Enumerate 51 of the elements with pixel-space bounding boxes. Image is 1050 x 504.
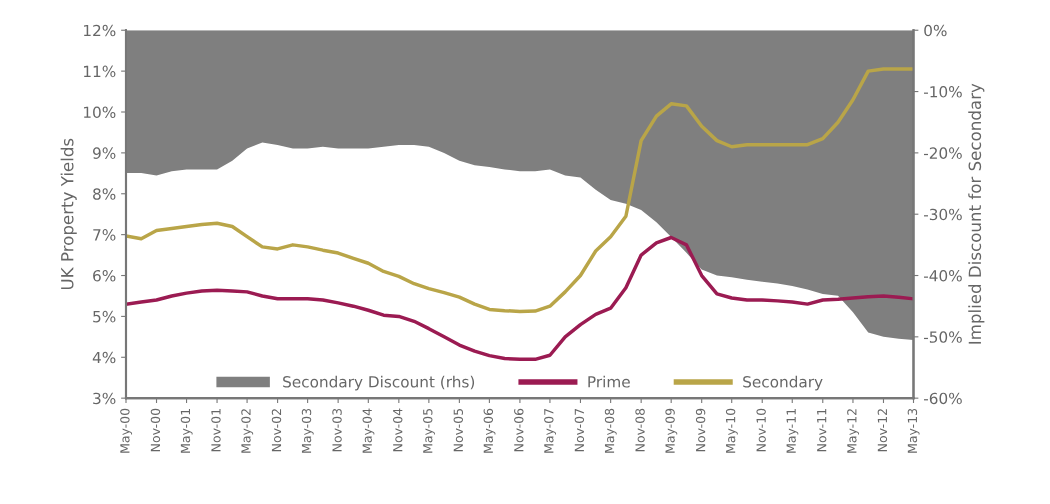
x-tick-label: Nov-00	[150, 408, 161, 452]
y-tick-label: 12%	[84, 24, 116, 37]
x-tick-label: May-01	[180, 409, 193, 453]
y-tick-label: 7%	[93, 229, 116, 241]
line-series	[126, 67, 914, 314]
y2-tick-label: -20%	[923, 147, 962, 159]
y2-tick-label: -40%	[923, 269, 962, 282]
legend-label: Secondary	[743, 375, 823, 391]
x-tick-label: Nov-02	[271, 409, 282, 452]
x-tick-label: Nov-05	[453, 408, 463, 452]
y2-axis-title: Implied Discount for Secondary	[968, 83, 985, 344]
x-tick-label: Nov-09	[695, 408, 706, 452]
x-tick-label: Nov-12	[877, 409, 888, 452]
y-tick-label: 8%	[93, 188, 116, 200]
legend-label: Prime	[588, 375, 630, 388]
x-tick-label: Nov-07	[574, 408, 585, 452]
y-tick-label: 5%	[93, 310, 116, 323]
legend-label: Secondary Discount (rhs)	[283, 375, 475, 391]
x-tick-label: May-04	[362, 408, 375, 453]
y-tick-label: 10%	[84, 106, 116, 119]
y-axis-title: UK Property Yields	[60, 138, 77, 290]
y-tick-label: 4%	[92, 351, 116, 364]
y-tick-label: 3%	[93, 392, 116, 405]
y2-tick-label: -10%	[923, 86, 962, 98]
y-tick-label: 6%	[93, 269, 116, 282]
x-tick-label: May-11	[786, 409, 799, 453]
x-tick-label: May-00	[120, 408, 133, 453]
y-tick-label: 11%	[84, 65, 116, 78]
x-tick-label: May-06	[483, 408, 496, 453]
line-series	[126, 235, 914, 362]
x-tick-label: Nov-10	[756, 408, 766, 452]
y2-tick-label: -50%	[923, 331, 962, 343]
y2-tick-label: -30%	[923, 208, 962, 221]
y2-tick-label: -60%	[923, 392, 962, 405]
x-tick-label: Nov-11	[817, 409, 827, 452]
x-tick-label: May-03	[301, 408, 314, 453]
y-tick-label: 9%	[93, 147, 116, 159]
x-tick-label: May-05	[423, 408, 435, 453]
x-tick-label: May-13	[907, 408, 920, 453]
x-tick-label: May-09	[665, 408, 678, 453]
x-tick-label: May-10	[725, 408, 738, 453]
x-tick-label: May-02	[241, 409, 254, 453]
x-tick-label: May-12	[847, 409, 860, 453]
x-tick-label: Nov-04	[393, 408, 403, 452]
x-tick-label: Nov-06	[514, 408, 524, 452]
x-tick-label: Nov-01	[211, 409, 221, 452]
y2-tick-label: 0%	[924, 24, 947, 37]
x-tick-label: Nov-08	[635, 408, 645, 452]
x-tick-label: Nov-03	[332, 408, 342, 452]
x-tick-label: May-07	[544, 408, 556, 453]
x-tick-label: May-08	[604, 408, 617, 453]
